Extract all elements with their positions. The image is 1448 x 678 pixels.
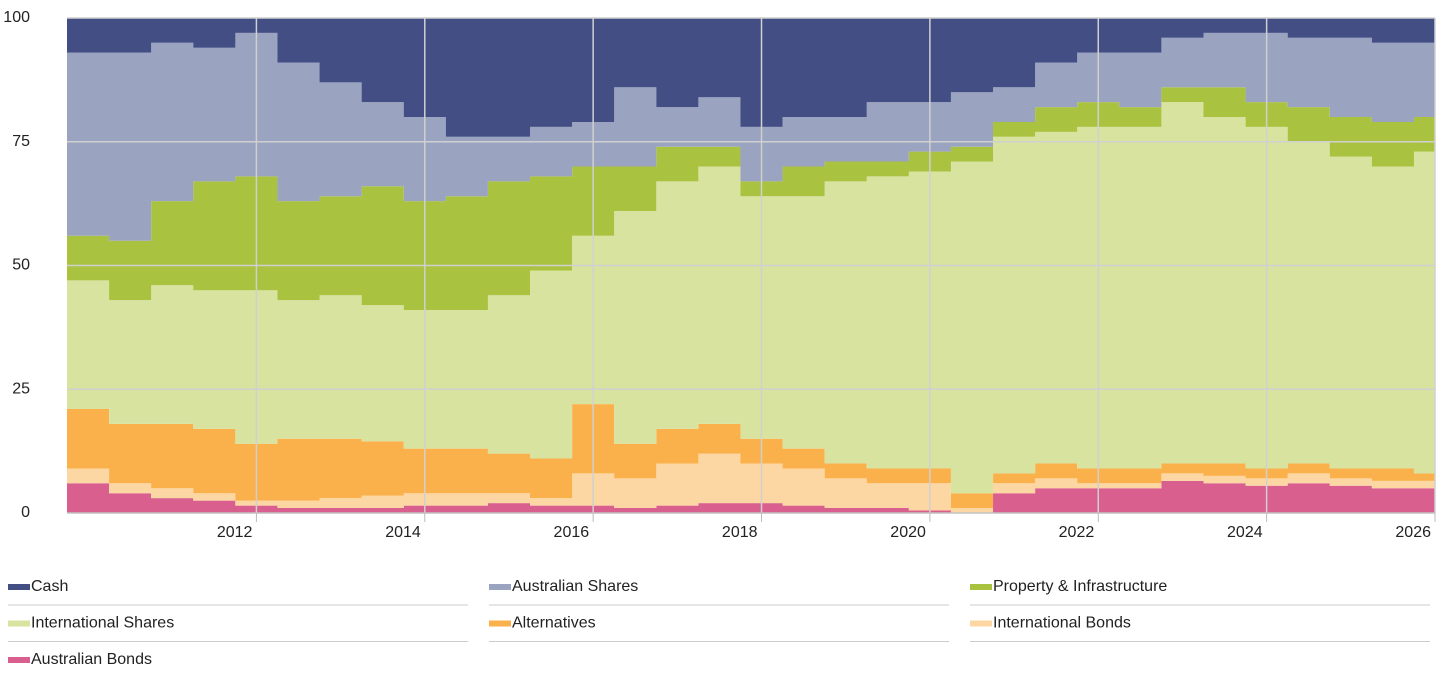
area	[67, 102, 1435, 494]
x-tick-label: 2016	[554, 524, 590, 541]
y-tick-label: 50	[12, 257, 30, 274]
legend-swatch	[8, 620, 30, 627]
x-tick-label: 2024	[1227, 524, 1263, 541]
legend-label: Cash	[31, 578, 68, 595]
area	[67, 404, 1435, 509]
legend-label: Australian Bonds	[31, 651, 152, 668]
legend-swatch	[8, 584, 30, 590]
x-tick-label: 2020	[890, 524, 926, 541]
y-tick-label: 0	[21, 504, 30, 521]
legend-label: International Bonds	[993, 615, 1131, 632]
legend-label: Property & Infrastructure	[993, 578, 1167, 595]
y-tick-label: 75	[12, 133, 30, 150]
x-tick-label: 2022	[1059, 524, 1095, 541]
legend-label: Australian Shares	[512, 578, 638, 595]
legend-swatch	[970, 584, 992, 590]
legend-swatch	[489, 584, 511, 590]
area	[67, 18, 1435, 137]
legend-swatch	[8, 657, 30, 663]
x-tick-label: 2012	[217, 524, 253, 541]
area	[67, 453, 1435, 513]
area	[67, 480, 1435, 513]
y-tick-label: 100	[3, 9, 30, 26]
legend-swatch	[489, 620, 511, 627]
area	[67, 87, 1435, 311]
legend-swatch	[970, 620, 992, 627]
x-tick-label: 2026	[1395, 524, 1431, 541]
legend-label: Alternatives	[512, 615, 596, 632]
x-tick-label: 2018	[722, 524, 758, 541]
x-tick-label: 2014	[385, 524, 421, 541]
y-tick-label: 25	[12, 380, 30, 397]
area	[67, 32, 1435, 241]
legend-label: International Shares	[31, 615, 174, 632]
